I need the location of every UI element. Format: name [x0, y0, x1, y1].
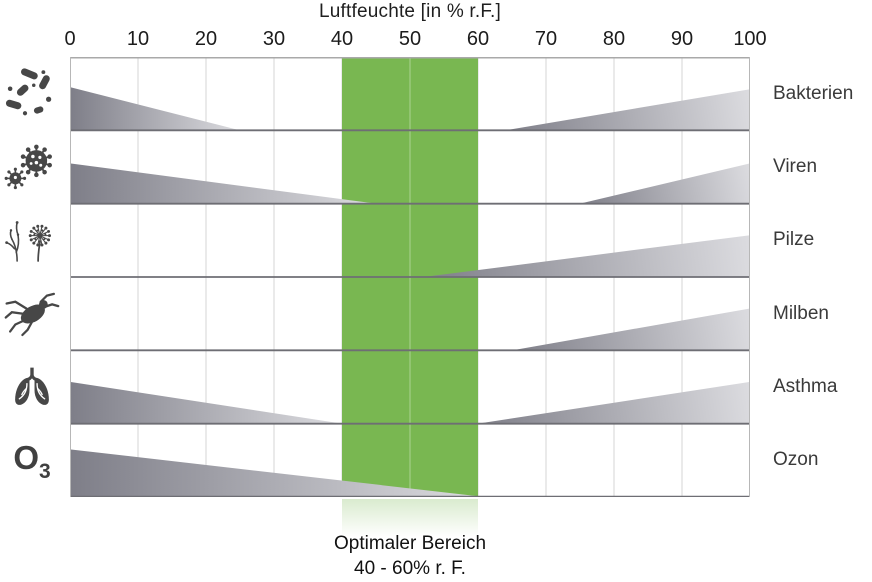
- bacteria-icon: [0, 57, 64, 130]
- x-tick-90: 90: [670, 28, 694, 50]
- row-label-pilze: Pilze: [773, 229, 815, 251]
- row-label-milben: Milben: [773, 302, 829, 324]
- row-label-viren: Viren: [773, 155, 818, 177]
- virus-icon: [0, 130, 64, 203]
- risk-wedge-bakterien-low: [70, 87, 240, 131]
- x-tick-50: 50: [398, 28, 422, 50]
- risk-wedge-ozon-low: [70, 449, 485, 497]
- risk-wedge-asthma-high: [478, 381, 750, 424]
- x-tick-100: 100: [733, 28, 767, 50]
- chart-title: Luftfeuchte [in % r.F.]: [318, 1, 502, 22]
- mite-icon: [0, 277, 64, 350]
- risk-wedge-viren-high: [580, 163, 750, 204]
- risk-wedge-viren-low: [70, 163, 376, 204]
- row-label-ozon: Ozon: [773, 449, 819, 471]
- risk-wedge-asthma-low: [70, 381, 342, 424]
- plot-area: [70, 57, 750, 497]
- ozone-icon: O3: [13, 438, 51, 484]
- lungs-icon: [0, 350, 64, 423]
- x-tick-80: 80: [602, 28, 626, 50]
- x-tick-60: 60: [466, 28, 490, 50]
- fungi-icon: [0, 204, 64, 277]
- caption-line1: Optimaler Bereich: [333, 533, 487, 554]
- x-tick-70: 70: [534, 28, 558, 50]
- x-tick-30: 30: [262, 28, 286, 50]
- x-tick-20: 20: [194, 28, 218, 50]
- row-label-asthma: Asthma: [773, 375, 838, 397]
- x-tick-40: 40: [330, 28, 354, 50]
- x-tick-0: 0: [64, 28, 76, 50]
- row-label-bakterien: Bakterien: [773, 82, 854, 104]
- caption-line2: 40 - 60% r. F.: [354, 558, 466, 579]
- optimal-range-caption: Optimaler Bereich 40 - 60% r. F.: [70, 531, 750, 581]
- risk-wedge-milben-high: [512, 308, 750, 351]
- risk-wedge-bakterien-high: [505, 89, 750, 131]
- x-tick-10: 10: [126, 28, 150, 50]
